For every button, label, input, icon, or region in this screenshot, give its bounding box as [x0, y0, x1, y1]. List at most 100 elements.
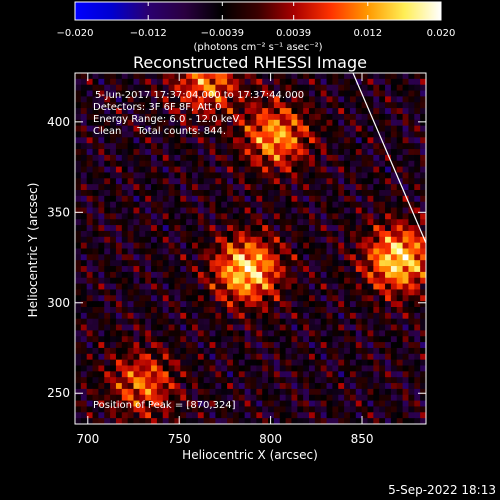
heatmap-cell [250, 190, 257, 197]
heatmap-cell [162, 113, 170, 121]
heatmap-cell [338, 78, 345, 86]
heatmap-cell [379, 113, 386, 121]
heatmap-cell [268, 254, 275, 261]
heatmap-cell [250, 353, 257, 361]
heatmap-cell [98, 78, 105, 86]
heatmap-cell [262, 213, 269, 220]
heatmap-cell [168, 236, 176, 244]
heatmap-cell [402, 248, 410, 255]
heatmap-cell [133, 271, 140, 279]
heatmap-cell [326, 225, 333, 232]
heatmap-cell [390, 301, 398, 308]
heatmap-cell [268, 359, 275, 367]
heatmap-cell [420, 84, 426, 92]
heatmap-cell [186, 365, 193, 372]
heatmap-cell [250, 347, 257, 355]
heatmap-cell [373, 283, 380, 291]
heatmap-cell [86, 90, 94, 97]
heatmap-cell [291, 73, 298, 80]
heatmap-cell [98, 377, 105, 384]
heatmap-cell [221, 347, 228, 355]
heatmap-cell [162, 125, 170, 133]
heatmap-cell [291, 108, 298, 115]
heatmap-cell [203, 283, 211, 291]
heatmap-cell [151, 219, 158, 226]
heatmap-cell [332, 254, 339, 261]
heatmap-cell [133, 166, 140, 174]
heatmap-cell [197, 78, 205, 86]
heatmap-cell [75, 242, 82, 250]
heatmap-cell [355, 137, 363, 144]
heatmap-cell [145, 312, 152, 320]
heatmap-cell [145, 149, 152, 156]
heatmap-cell [215, 383, 222, 390]
heatmap-cell [244, 330, 252, 337]
heatmap-cell [127, 137, 135, 144]
heatmap-cell [168, 266, 176, 273]
heatmap-cell [273, 277, 281, 285]
heatmap-cell [115, 225, 123, 232]
heatmap-cell [104, 271, 111, 279]
heatmap-cell [408, 230, 415, 238]
heatmap-cell [344, 336, 351, 343]
heatmap-cell [273, 84, 281, 92]
heatmap-cell [402, 388, 410, 396]
heatmap-cell [268, 178, 275, 185]
heatmap-cell [238, 242, 246, 250]
heatmap-cell [168, 277, 176, 285]
heatmap-cell [256, 365, 263, 372]
heatmap-cell [244, 102, 252, 109]
heatmap-cell [402, 400, 410, 408]
heatmap-cell [256, 207, 263, 214]
heatmap-cell [92, 213, 99, 220]
heatmap-cell [162, 318, 170, 326]
heatmap-cell [303, 266, 310, 273]
heatmap-cell [133, 353, 140, 361]
heatmap-cell [92, 149, 99, 156]
heatmap-cell [420, 388, 426, 396]
heatmap-cell [338, 143, 345, 150]
heatmap-cell [174, 184, 181, 191]
heatmap-cell [209, 418, 216, 424]
heatmap-cell [110, 73, 117, 80]
heatmap-cell [367, 242, 374, 250]
heatmap-cell [227, 383, 234, 390]
heatmap-cell [168, 154, 176, 162]
heatmap-cell [75, 178, 82, 185]
heatmap-cell [186, 400, 193, 408]
heatmap-cell [156, 137, 164, 144]
heatmap-cell [361, 400, 369, 408]
heatmap-cell [355, 324, 363, 331]
heatmap-cell [192, 271, 199, 279]
heatmap-cell [273, 78, 281, 86]
heatmap-cell [291, 96, 298, 103]
heatmap-cell [221, 406, 228, 413]
heatmap-cell [98, 330, 105, 337]
heatmap-cell [291, 207, 298, 214]
heatmap-cell [297, 236, 304, 244]
heatmap-cell [186, 160, 193, 168]
heatmap-cell [238, 178, 246, 185]
heatmap-cell [80, 207, 88, 214]
heatmap-cell [121, 418, 129, 424]
heatmap-cell [186, 283, 193, 291]
heatmap-cell [414, 84, 421, 92]
heatmap-cell [156, 295, 164, 302]
heatmap-cell [320, 108, 328, 115]
heatmap-cell [174, 289, 181, 296]
heatmap-cell [262, 137, 269, 144]
heatmap-cell [145, 154, 152, 162]
heatmap-cell [285, 207, 293, 214]
heatmap-cell [98, 195, 105, 203]
heatmap-cell [180, 73, 187, 80]
heatmap-cell [168, 184, 176, 191]
heatmap-cell [262, 371, 269, 378]
heatmap-cell [197, 371, 205, 378]
heatmap-cell [279, 307, 287, 314]
heatmap-cell [192, 154, 199, 162]
heatmap-cell [320, 131, 328, 138]
heatmap-cell [145, 412, 152, 419]
heatmap-cell [396, 418, 404, 424]
heatmap-cell [197, 73, 205, 80]
heatmap-cell [420, 225, 426, 232]
